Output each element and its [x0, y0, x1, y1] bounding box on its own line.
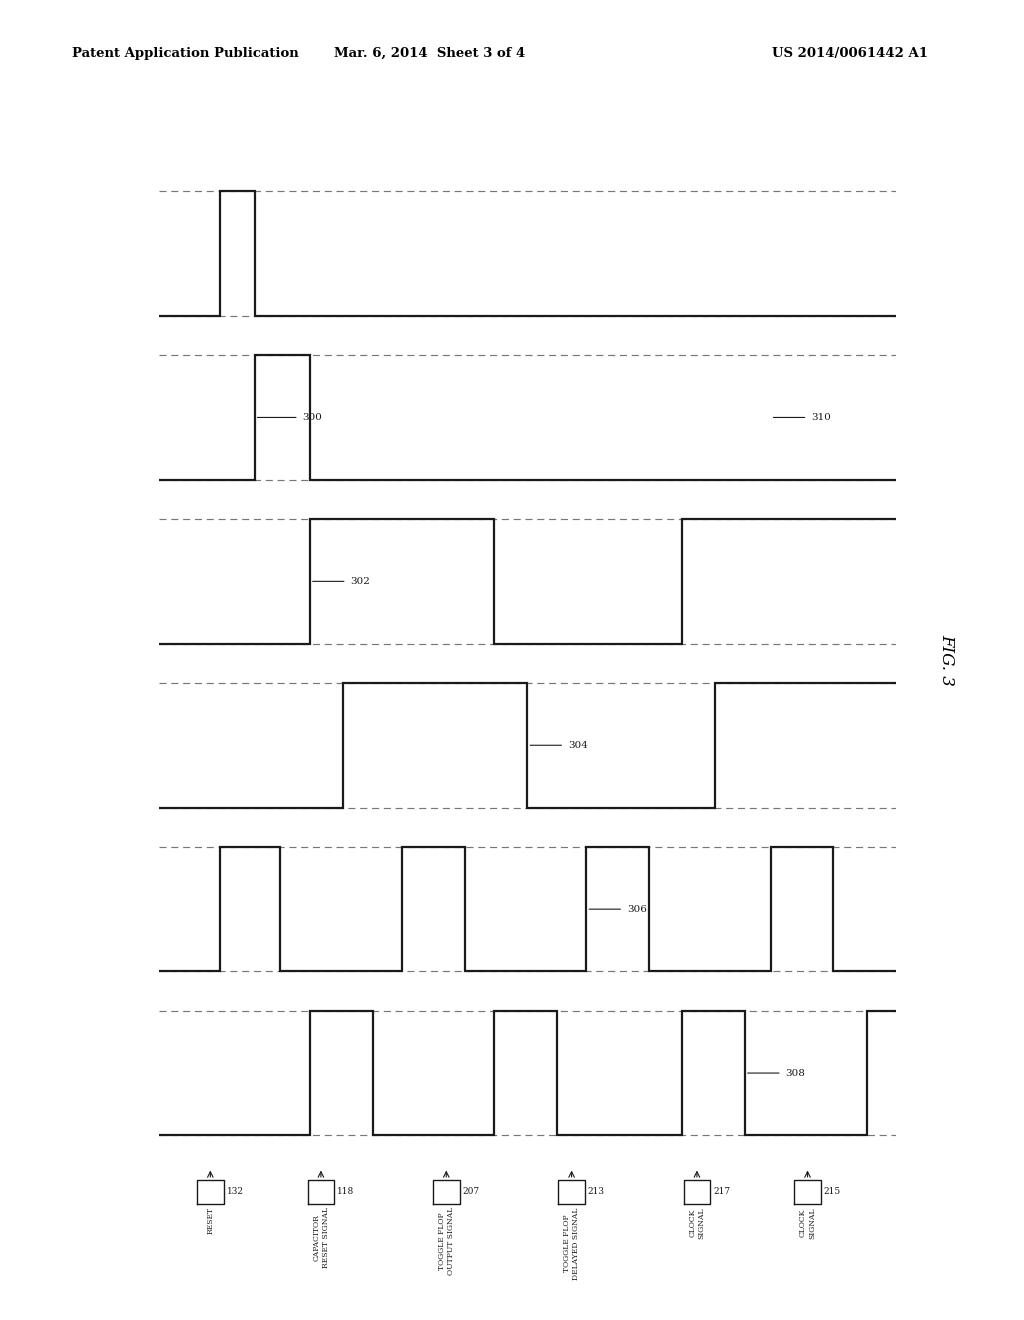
Text: 207: 207 [463, 1188, 479, 1196]
Text: 306: 306 [627, 904, 647, 913]
Text: 304: 304 [568, 741, 588, 750]
Text: Patent Application Publication: Patent Application Publication [72, 46, 298, 59]
Text: TOGGLE FLOP
OUTPUT SIGNAL: TOGGLE FLOP OUTPUT SIGNAL [437, 1206, 455, 1275]
Text: 302: 302 [350, 577, 371, 586]
Text: 118: 118 [337, 1188, 354, 1196]
Text: 215: 215 [823, 1188, 841, 1196]
Text: 217: 217 [713, 1188, 730, 1196]
Text: RESET: RESET [206, 1206, 214, 1234]
Text: 300: 300 [302, 413, 323, 422]
Text: Mar. 6, 2014  Sheet 3 of 4: Mar. 6, 2014 Sheet 3 of 4 [335, 46, 525, 59]
Text: 132: 132 [226, 1188, 244, 1196]
Text: CAPACITOR
RESET SIGNAL: CAPACITOR RESET SIGNAL [312, 1206, 330, 1269]
Text: FIG. 3: FIG. 3 [939, 634, 955, 686]
Text: CLOCK
SIGNAL: CLOCK SIGNAL [688, 1206, 706, 1238]
Text: TOGGLE FLOP
DELAYED SIGNAL: TOGGLE FLOP DELAYED SIGNAL [563, 1206, 581, 1279]
Text: US 2014/0061442 A1: US 2014/0061442 A1 [772, 46, 928, 59]
Text: CLOCK
SIGNAL: CLOCK SIGNAL [799, 1206, 816, 1238]
Text: 308: 308 [785, 1069, 805, 1077]
Text: 310: 310 [811, 413, 831, 422]
Text: 213: 213 [588, 1188, 605, 1196]
